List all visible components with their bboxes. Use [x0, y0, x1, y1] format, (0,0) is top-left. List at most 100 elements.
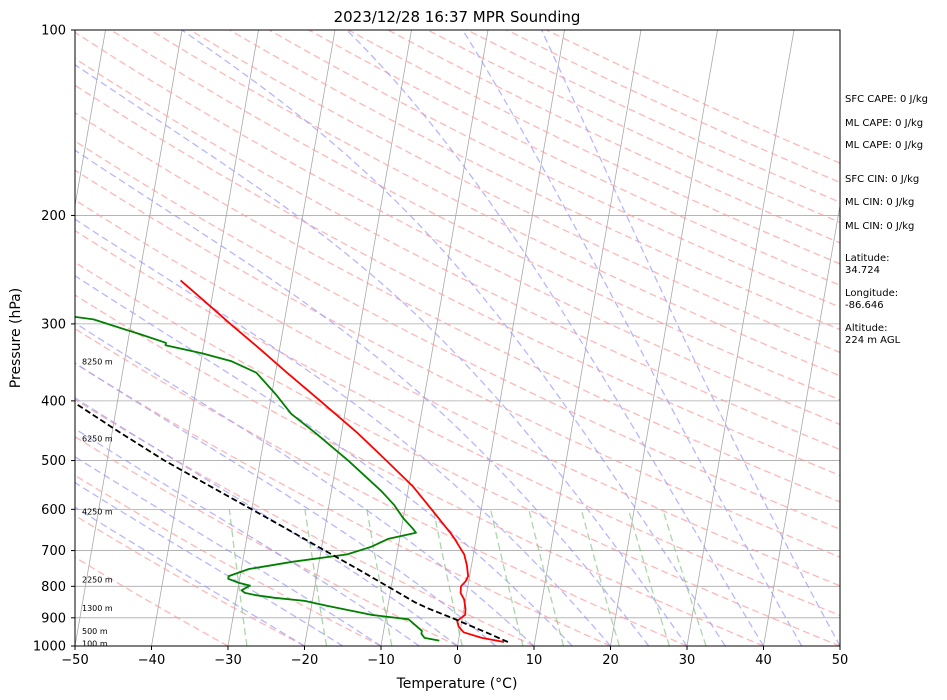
mixing-ratio-lines — [228, 509, 707, 646]
altitude-label: 1300 m — [82, 604, 113, 613]
moist-adiabat — [75, 218, 611, 646]
isotherm-line — [75, 30, 106, 208]
y-tick-label: 900 — [41, 611, 66, 626]
x-tick-label: −10 — [367, 653, 394, 668]
isotherm-line — [75, 30, 183, 646]
x-tick-label: 10 — [526, 653, 543, 668]
moist-adiabat — [75, 428, 420, 646]
dry-adiabat — [229, 30, 840, 331]
ml-cin-text: ML CIN: 0 J/kg — [845, 197, 914, 208]
dewpoint-line — [75, 315, 440, 642]
x-tick-label: 0 — [453, 653, 461, 668]
dry-adiabat — [75, 84, 840, 477]
stats-panel: SFC CAPE: 0 J/kg ML CAPE: 0 J/kg ML CAPE… — [845, 94, 928, 346]
x-tick-label: 20 — [602, 653, 619, 668]
moist-adiabat — [75, 481, 344, 646]
parcel-line — [75, 401, 509, 643]
mixing-ratio-line — [528, 509, 565, 646]
dry-adiabat — [75, 31, 840, 426]
mixing-ratio-line — [366, 509, 393, 646]
altitude-label: 6250 m — [82, 434, 113, 443]
dry-adiabat — [75, 436, 458, 646]
y-axis-ticks: 1000 900 800 700 600 500 400 300 200 100 — [33, 24, 75, 655]
moist-adiabat — [75, 149, 650, 646]
y-tick-label: 700 — [41, 544, 66, 559]
altitude-label: 500 m — [82, 627, 108, 636]
dry-adiabat — [189, 30, 840, 354]
isotherm-line — [304, 30, 412, 646]
x-tick-label: −30 — [214, 653, 241, 668]
x-tick-label: −50 — [61, 653, 88, 668]
mixing-ratio-line — [489, 509, 524, 646]
dry-adiabat — [75, 398, 535, 646]
dry-adiabat — [75, 112, 840, 503]
sfc-cin-text: SFC CIN: 0 J/kg — [845, 174, 919, 185]
dry-adiabat — [75, 556, 229, 646]
background-lines — [75, 30, 840, 646]
y-tick-label: 400 — [41, 394, 66, 409]
y-tick-label: 1000 — [33, 640, 66, 655]
x-tick-label: 40 — [755, 653, 772, 668]
x-axis-label: Temperature (°C) — [396, 676, 518, 692]
isotherm-line — [151, 30, 259, 646]
y-tick-label: 100 — [41, 24, 66, 39]
longitude-value: -86.646 — [845, 300, 884, 311]
dry-adiabat — [75, 261, 840, 646]
moist-adiabat — [541, 30, 840, 646]
moist-adiabat — [75, 322, 535, 646]
isobars — [75, 30, 840, 646]
altitude-label: 4250 m — [82, 508, 113, 517]
moist-adiabats — [75, 30, 840, 646]
latitude-value: 34.724 — [845, 265, 880, 276]
dry-adiabat — [75, 294, 764, 646]
dry-adiabat — [75, 514, 305, 646]
dry-adiabats — [75, 30, 840, 646]
mixing-ratio-line — [580, 509, 620, 646]
ml-cape-text: ML CAPE: 0 J/kg — [845, 118, 923, 129]
y-tick-label: 800 — [41, 580, 66, 595]
isotherm-line — [610, 30, 718, 646]
ml-cin-text-2: ML CIN: 0 J/kg — [845, 221, 914, 232]
x-tick-label: 50 — [832, 653, 849, 668]
dry-adiabat — [75, 57, 840, 451]
altitude-label: 8250 m — [82, 357, 113, 366]
y-tick-label: 300 — [41, 317, 66, 332]
dry-adiabat — [110, 30, 840, 401]
y-tick-label: 600 — [41, 503, 66, 518]
altitude-labels: 100 m 500 m 1300 m 2250 m 4250 m 6250 m 8250 m — [82, 357, 113, 648]
y-tick-label: 200 — [41, 209, 66, 224]
ml-cape-text-2: ML CAPE: 0 J/kg — [845, 140, 923, 151]
x-tick-label: −20 — [291, 653, 318, 668]
temperature-line — [180, 279, 505, 643]
isotherm-line — [227, 30, 336, 646]
dry-adiabat — [150, 30, 840, 377]
latitude-label: Latitude: — [845, 253, 890, 264]
x-tick-label: −40 — [138, 653, 165, 668]
moist-adiabat — [462, 30, 803, 646]
dry-adiabat — [75, 229, 840, 617]
mixing-ratio-line — [304, 509, 328, 646]
x-axis-ticks: −50 −40 −30 −20 −10 0 10 20 30 40 50 — [61, 646, 848, 668]
mixing-ratio-line — [627, 509, 671, 646]
altitude-label: Altitude: — [845, 323, 887, 334]
isotherm-line — [380, 30, 489, 646]
dry-adiabat — [268, 30, 840, 308]
altitude-label: 2250 m — [82, 576, 113, 585]
sfc-cape-text: SFC CAPE: 0 J/kg — [845, 94, 928, 105]
mixing-ratio-line — [228, 509, 248, 646]
altitude-label: 100 m — [82, 639, 108, 648]
isotherm-line — [457, 30, 565, 646]
moist-adiabat — [75, 362, 497, 646]
dry-adiabat — [75, 362, 611, 646]
moist-adiabat — [75, 63, 688, 646]
dry-adiabat — [75, 474, 382, 646]
isotherm-line — [686, 30, 795, 646]
moist-adiabat — [346, 30, 765, 646]
dry-adiabat — [308, 30, 840, 286]
altitude-value: 224 m AGL — [845, 335, 901, 346]
profiles — [75, 279, 509, 643]
mixing-ratio-line — [432, 509, 463, 646]
isotherm-line — [763, 203, 840, 646]
chart-title: 2023/12/28 16:37 MPR Sounding — [334, 8, 581, 26]
